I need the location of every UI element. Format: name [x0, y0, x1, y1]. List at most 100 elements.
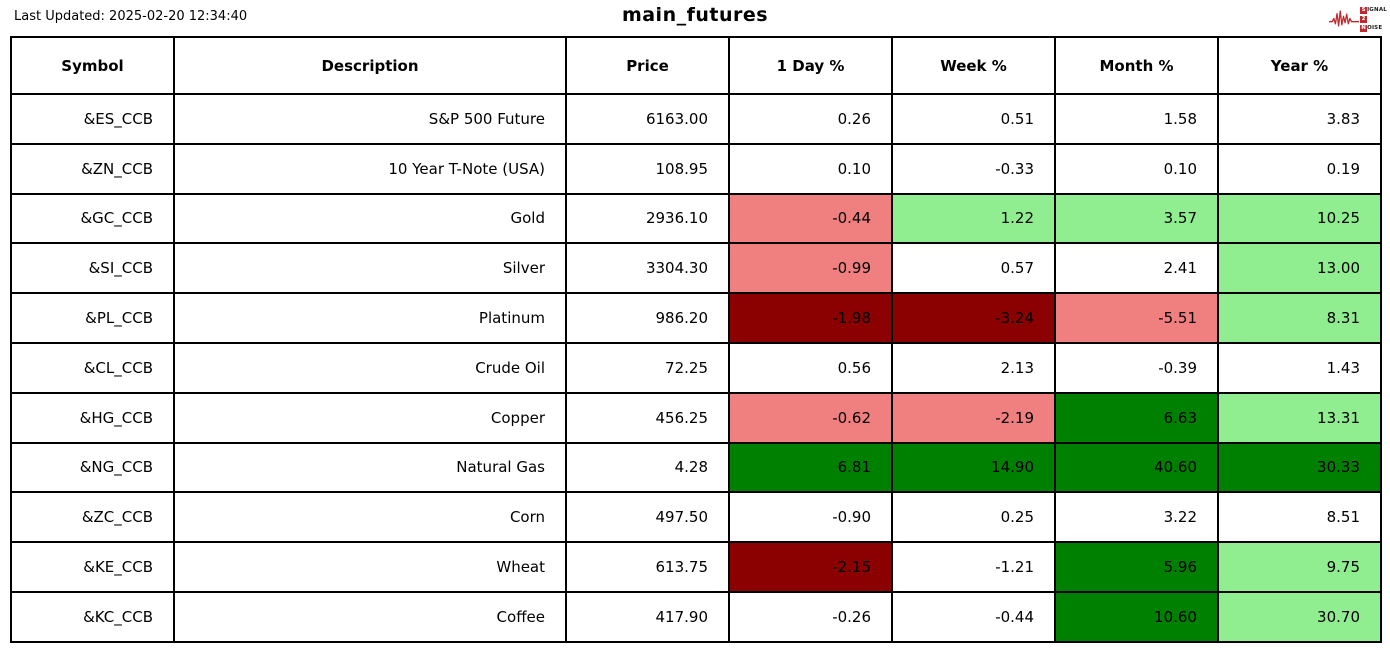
month-change-cell: -5.51: [1054, 292, 1219, 344]
table-row: &ES_CCB S&P 500 Future 6163.00 0.26 0.51…: [10, 93, 1382, 145]
last-updated-timestamp: Last Updated: 2025-02-20 12:34:40: [14, 9, 248, 24]
description-cell: S&P 500 Future: [173, 93, 567, 145]
year-change-cell: 8.31: [1217, 292, 1382, 344]
week-change-cell: 1.22: [891, 192, 1056, 245]
column-header-description: Description: [173, 36, 567, 95]
month-change-cell: 1.58: [1054, 93, 1219, 145]
description-cell: Corn: [173, 491, 567, 544]
column-header-1day: 1 Day %: [728, 36, 893, 95]
symbol-cell: &SI_CCB: [10, 242, 175, 295]
symbol-cell: &PL_CCB: [10, 292, 175, 344]
day-change-cell: 0.56: [728, 341, 893, 394]
day-change-cell: -2.15: [728, 541, 893, 593]
symbol-cell: &KE_CCB: [10, 541, 175, 593]
week-change-cell: 2.13: [891, 341, 1056, 394]
table-row: &GC_CCB Gold 2936.10 -0.44 1.22 3.57 10.…: [10, 192, 1382, 245]
column-header-month: Month %: [1054, 36, 1219, 95]
year-change-cell: 13.00: [1217, 242, 1382, 295]
column-header-price: Price: [565, 36, 730, 95]
month-change-cell: 10.60: [1054, 590, 1219, 643]
symbol-cell: &ES_CCB: [10, 93, 175, 145]
symbol-cell: &CL_CCB: [10, 341, 175, 394]
futures-table: Symbol Description Price 1 Day % Week % …: [10, 36, 1382, 643]
month-change-cell: 2.41: [1054, 242, 1219, 295]
logo-wordmark: S IGNAL 2 N OISE: [1360, 6, 1387, 32]
year-change-cell: 13.31: [1217, 391, 1382, 444]
column-header-year: Year %: [1217, 36, 1382, 95]
signal2noise-logo: S IGNAL 2 N OISE: [1329, 2, 1387, 36]
top-bar: Last Updated: 2025-02-20 12:34:40 main_f…: [0, 0, 1390, 36]
day-change-cell: -0.62: [728, 391, 893, 444]
description-cell: 10 Year T-Note (USA): [173, 142, 567, 195]
price-cell: 986.20: [565, 292, 730, 344]
description-cell: Crude Oil: [173, 341, 567, 394]
year-change-cell: 0.19: [1217, 142, 1382, 195]
table-row: &ZN_CCB 10 Year T-Note (USA) 108.95 0.10…: [10, 142, 1382, 195]
price-cell: 417.90: [565, 590, 730, 643]
table-row: &HG_CCB Copper 456.25 -0.62 -2.19 6.63 1…: [10, 391, 1382, 444]
year-change-cell: 9.75: [1217, 541, 1382, 593]
day-change-cell: -0.44: [728, 192, 893, 245]
symbol-cell: &NG_CCB: [10, 441, 175, 494]
logo-badge-2: 2: [1360, 15, 1368, 23]
week-change-cell: 0.57: [891, 242, 1056, 295]
table-row: &PL_CCB Platinum 986.20 -1.98 -3.24 -5.5…: [10, 292, 1382, 344]
description-cell: Wheat: [173, 541, 567, 593]
year-change-cell: 8.51: [1217, 491, 1382, 544]
price-cell: 72.25: [565, 341, 730, 394]
month-change-cell: 0.10: [1054, 142, 1219, 195]
day-change-cell: -0.26: [728, 590, 893, 643]
symbol-cell: &ZC_CCB: [10, 491, 175, 544]
price-cell: 4.28: [565, 441, 730, 494]
year-change-cell: 10.25: [1217, 192, 1382, 245]
description-cell: Copper: [173, 391, 567, 444]
price-cell: 613.75: [565, 541, 730, 593]
table-body: &ES_CCB S&P 500 Future 6163.00 0.26 0.51…: [10, 93, 1382, 643]
day-change-cell: 6.81: [728, 441, 893, 494]
week-change-cell: -3.24: [891, 292, 1056, 344]
symbol-cell: &GC_CCB: [10, 192, 175, 245]
table-row: &ZC_CCB Corn 497.50 -0.90 0.25 3.22 8.51: [10, 491, 1382, 544]
month-change-cell: 5.96: [1054, 541, 1219, 593]
week-change-cell: 0.25: [891, 491, 1056, 544]
day-change-cell: 0.10: [728, 142, 893, 195]
week-change-cell: -2.19: [891, 391, 1056, 444]
price-cell: 6163.00: [565, 93, 730, 145]
price-cell: 497.50: [565, 491, 730, 544]
month-change-cell: 3.57: [1054, 192, 1219, 245]
price-cell: 2936.10: [565, 192, 730, 245]
day-change-cell: -0.99: [728, 242, 893, 295]
year-change-cell: 1.43: [1217, 341, 1382, 394]
description-cell: Coffee: [173, 590, 567, 643]
column-header-week: Week %: [891, 36, 1056, 95]
symbol-cell: &ZN_CCB: [10, 142, 175, 195]
logo-text-oise: OISE: [1367, 25, 1383, 31]
price-cell: 108.95: [565, 142, 730, 195]
price-cell: 456.25: [565, 391, 730, 444]
month-change-cell: 6.63: [1054, 391, 1219, 444]
logo-badge-n: N: [1360, 24, 1368, 32]
month-change-cell: 3.22: [1054, 491, 1219, 544]
week-change-cell: -0.33: [891, 142, 1056, 195]
table-row: &KE_CCB Wheat 613.75 -2.15 -1.21 5.96 9.…: [10, 541, 1382, 593]
year-change-cell: 3.83: [1217, 93, 1382, 145]
symbol-cell: &HG_CCB: [10, 391, 175, 444]
day-change-cell: -1.98: [728, 292, 893, 344]
description-cell: Platinum: [173, 292, 567, 344]
week-change-cell: 14.90: [891, 441, 1056, 494]
day-change-cell: -0.90: [728, 491, 893, 544]
week-change-cell: -0.44: [891, 590, 1056, 643]
logo-text-ignal: IGNAL: [1367, 7, 1387, 13]
day-change-cell: 0.26: [728, 93, 893, 145]
description-cell: Natural Gas: [173, 441, 567, 494]
year-change-cell: 30.33: [1217, 441, 1382, 494]
symbol-cell: &KC_CCB: [10, 590, 175, 643]
month-change-cell: 40.60: [1054, 441, 1219, 494]
description-cell: Gold: [173, 192, 567, 245]
column-header-symbol: Symbol: [10, 36, 175, 95]
logo-badge-s: S: [1360, 6, 1368, 14]
week-change-cell: -1.21: [891, 541, 1056, 593]
year-change-cell: 30.70: [1217, 590, 1382, 643]
page-title: main_futures: [621, 4, 769, 26]
